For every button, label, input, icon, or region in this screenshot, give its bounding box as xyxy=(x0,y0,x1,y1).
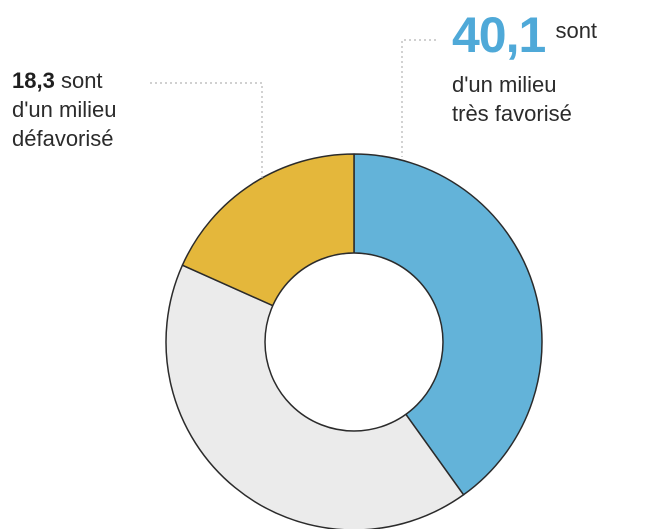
text-milieu-right: d'un milieu xyxy=(452,72,557,97)
word-sont-left: sont xyxy=(60,68,103,93)
label-tres-favorise: 40,1 sont d'un milieu très favorisé xyxy=(452,6,597,128)
label-defavorise: 18,3 sont d'un milieu défavorisé xyxy=(12,66,116,153)
leader-line-tres-favorise xyxy=(401,39,436,157)
slice-tres-favorise xyxy=(353,153,543,496)
text-milieu-left: d'un milieu xyxy=(12,97,117,122)
text-tres-favorise: très favorisé xyxy=(452,101,572,126)
value-tres-favorise: 40,1 xyxy=(452,7,546,63)
text-defavorise: défavorisé xyxy=(12,126,114,151)
leader-line-defavorise xyxy=(150,82,263,178)
word-sont-right: sont xyxy=(555,18,598,43)
value-defavorise: 18,3 xyxy=(12,68,55,93)
donut-hole xyxy=(264,252,444,432)
